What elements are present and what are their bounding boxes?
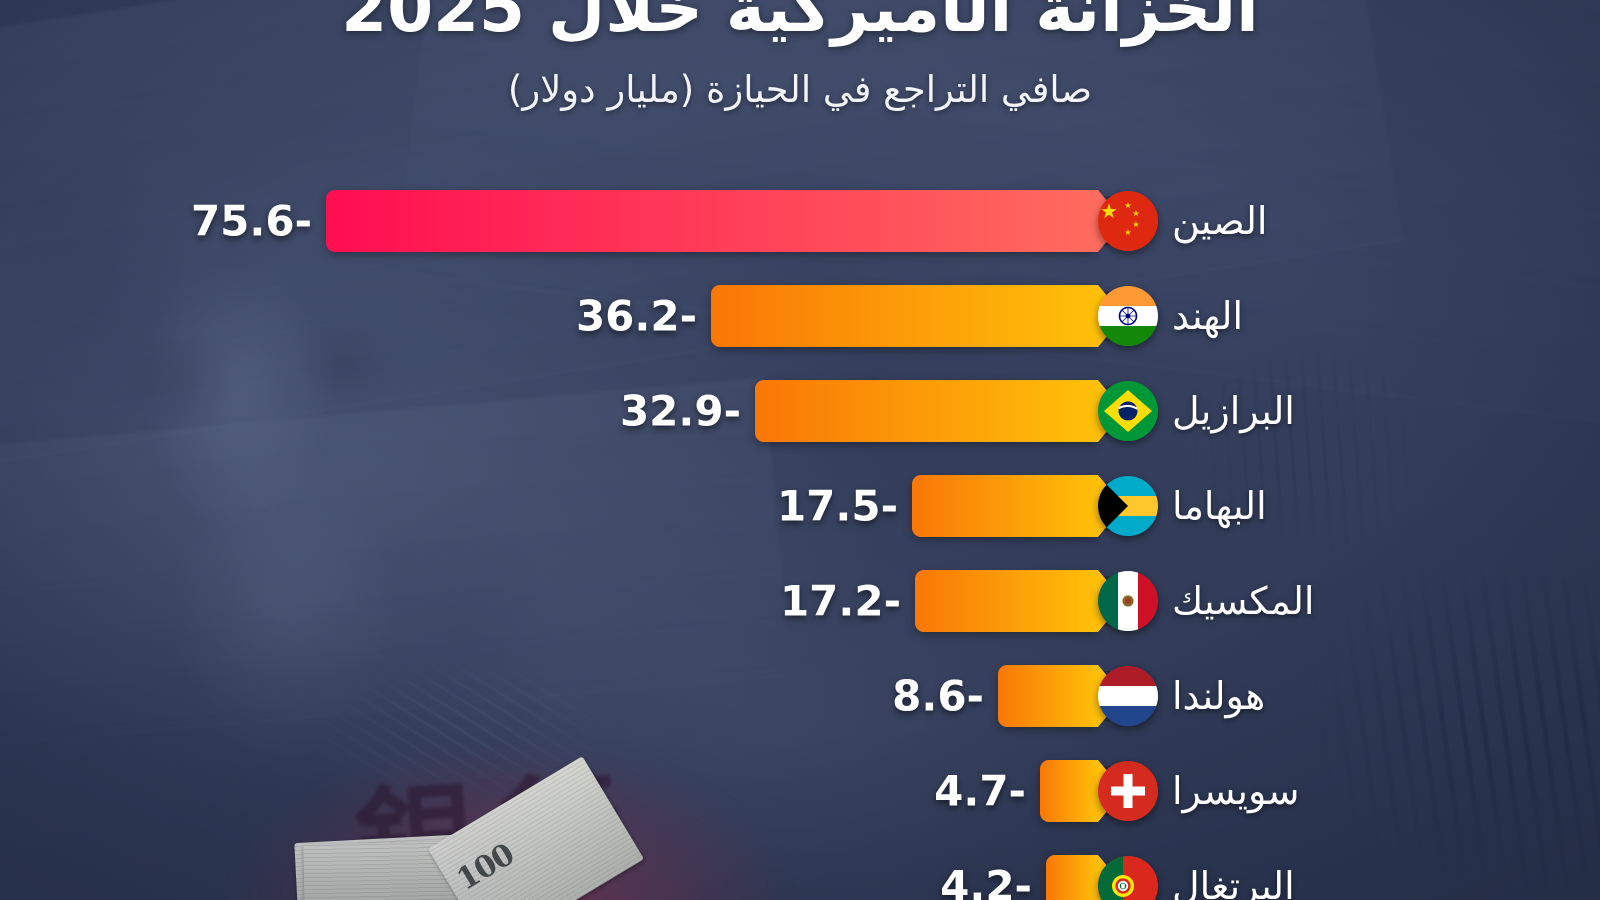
bar-fill [1040, 760, 1124, 822]
country-label: سويسرا [1172, 769, 1300, 813]
bar-fill [998, 665, 1124, 727]
bar-value-label: 8.6- [892, 671, 984, 721]
china-flag-icon [1098, 191, 1158, 251]
country-label: البرازيل [1172, 389, 1295, 433]
bar-row: 17.2- المكسيك [0, 570, 1600, 632]
bar-row: 8.6- هولندا [0, 665, 1600, 727]
bar-fill [915, 570, 1124, 632]
bar-fill [326, 190, 1124, 252]
bar-row: 75.6- الصين [0, 190, 1600, 252]
country-label: هولندا [1172, 674, 1266, 718]
bar-fill [711, 285, 1124, 347]
bar-row: 4.7- سويسرا [0, 760, 1600, 822]
bar-1[interactable] [326, 190, 1124, 252]
bar-fill [755, 380, 1124, 442]
bar-8[interactable] [1046, 855, 1124, 900]
country-label: الهند [1172, 294, 1244, 338]
bar-value-label: 4.7- [934, 766, 1026, 816]
bar-row: 36.2- الهند [0, 285, 1600, 347]
mexico-flag-icon [1098, 571, 1158, 631]
chart-subtitle: صافي التراجع في الحيازة (مليار دولار) [507, 68, 1093, 111]
bar-row: 4.2- البرتغال [0, 855, 1600, 900]
bar-fill [912, 475, 1124, 537]
bar-row: 17.5- البهاما [0, 475, 1600, 537]
bar-row: 32.9- البرازيل [0, 380, 1600, 442]
netherlands-flag-icon [1098, 666, 1158, 726]
bar-2[interactable] [711, 285, 1124, 347]
page-title: الخزانة الأميركية خلال 2025 [341, 0, 1259, 47]
bar-value-label: 4.2- [940, 861, 1032, 900]
bar-value-label: 17.5- [776, 481, 898, 531]
bar-value-label: 32.9- [619, 386, 741, 436]
bar-4[interactable] [912, 475, 1124, 537]
bar-value-label: 36.2- [575, 291, 697, 341]
india-flag-icon [1098, 286, 1158, 346]
brazil-flag-icon [1098, 381, 1158, 441]
bahamas-flag-icon [1098, 476, 1158, 536]
switzerland-flag-icon [1098, 761, 1158, 821]
bar-6[interactable] [998, 665, 1124, 727]
country-label: الصين [1172, 199, 1268, 243]
bar-value-label: 17.2- [779, 576, 901, 626]
bar-3[interactable] [755, 380, 1124, 442]
country-label: المكسيك [1172, 579, 1315, 623]
bar-5[interactable] [915, 570, 1124, 632]
bar-fill [1046, 855, 1124, 900]
country-label: البرتغال [1172, 864, 1295, 900]
bar-7[interactable] [1040, 760, 1124, 822]
bar-value-label: 75.6- [190, 196, 312, 246]
country-label: البهاما [1172, 484, 1267, 528]
